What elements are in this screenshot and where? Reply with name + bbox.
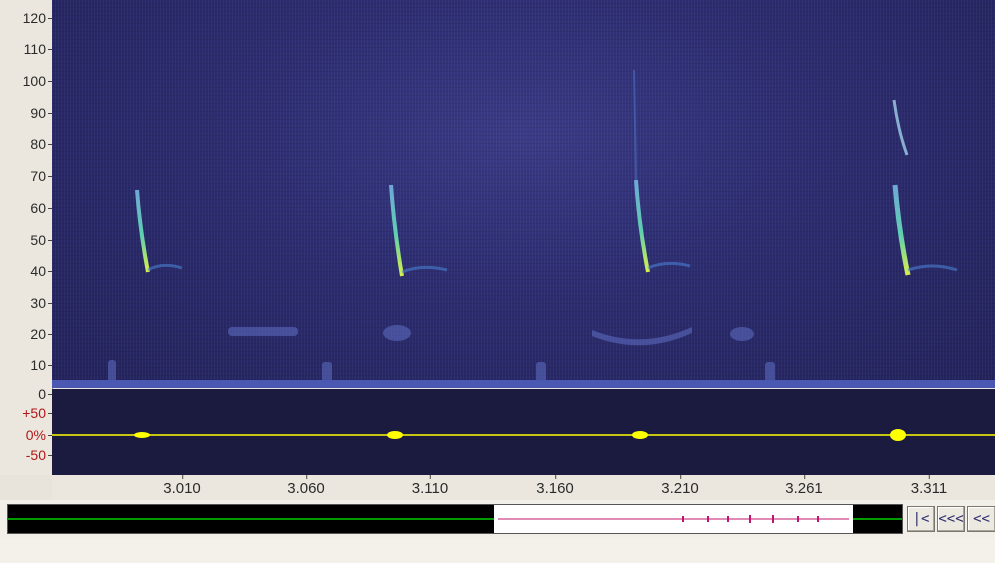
waveform-y-tick: 0% (25, 427, 53, 443)
x-tick: 3.110 (411, 475, 449, 497)
time-axis: 3.010 3.060 3.110 3.160 3.210 3.261 3.31… (52, 475, 995, 500)
y-tick: 0 (38, 386, 52, 402)
y-tick: 40 (30, 263, 52, 279)
y-tick: 80 (30, 136, 52, 152)
call-trace (892, 99, 958, 276)
y-tick: 70 (30, 168, 52, 184)
status-strip (0, 538, 995, 563)
y-tick: 60 (30, 200, 52, 216)
overview-graphic (8, 505, 902, 533)
y-tick: 10 (30, 357, 52, 373)
waveform-y-tick: -50 (25, 447, 53, 463)
jump-to-start-button[interactable]: |< (907, 506, 935, 532)
y-tick: 20 (30, 326, 52, 342)
file-overview-scrollbar[interactable] (7, 504, 903, 534)
x-tick: 3.010 (163, 475, 201, 497)
waveform-view[interactable] (52, 389, 995, 475)
call-trace (389, 184, 448, 277)
call-trace (633, 69, 691, 273)
fast-rewind-button[interactable]: <<< (937, 506, 965, 532)
spectrogram-graphic (108, 69, 958, 388)
x-tick: 3.160 (536, 475, 574, 497)
x-tick: 3.261 (785, 475, 823, 497)
y-tick: 100 (22, 73, 53, 89)
waveform-y-tick: +50 (22, 405, 52, 421)
y-tick: 90 (30, 105, 52, 121)
waveform-bursts (134, 429, 906, 441)
zero-frequency-band (52, 380, 995, 388)
x-tick: 3.210 (661, 475, 699, 497)
rewind-button[interactable]: << (967, 506, 995, 532)
y-tick: 110 (23, 41, 53, 57)
x-tick: 3.060 (287, 475, 325, 497)
call-trace (135, 189, 183, 273)
x-tick: 3.311 (910, 475, 948, 497)
waveform-graphic (52, 429, 995, 441)
y-tick: 30 (30, 295, 52, 311)
spectrogram-view[interactable] (52, 0, 995, 388)
y-tick: 50 (30, 232, 52, 248)
y-tick: 120 (22, 10, 53, 26)
frequency-axis: 120 110 100 90 80 70 60 50 40 30 20 10 0… (0, 0, 53, 475)
